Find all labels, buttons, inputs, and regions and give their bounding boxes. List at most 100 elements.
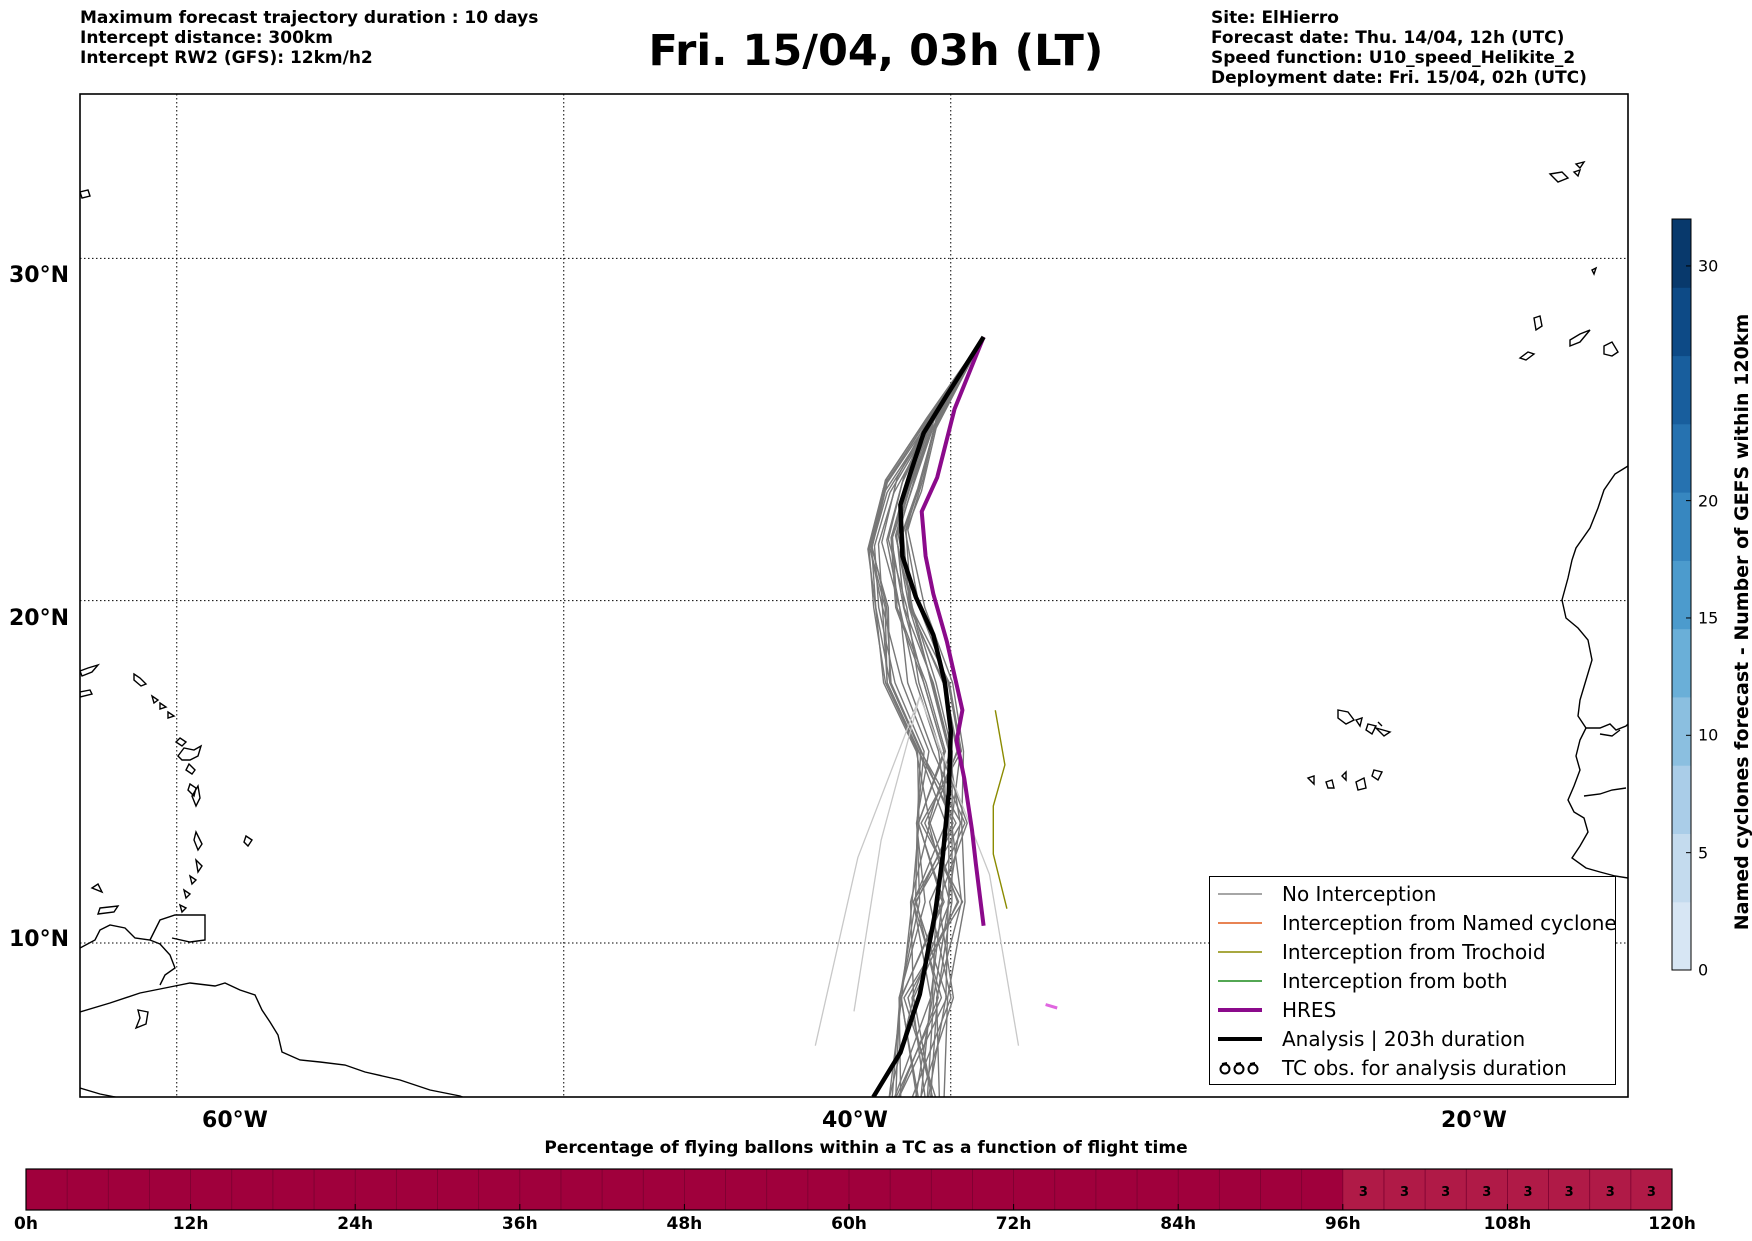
legend-item-analysis: Analysis | 203h duration [1218,1024,1525,1053]
colorbar-segment [1672,492,1691,561]
ensemble-trajectory [873,336,985,1097]
timebar-tick-label: 84h [1160,1214,1197,1234]
colorbar-segment [1672,287,1691,357]
map-frame [79,93,1629,1098]
timebar-tick-label: 60h [831,1214,867,1234]
timebar-tick-label: 72h [995,1214,1032,1234]
legend-label: TC obs. for analysis duration [1282,1055,1567,1080]
ensemble-trajectory [869,336,985,1097]
legend-swatch [1218,1007,1262,1012]
timebar-cell-label: 3 [1605,1185,1615,1200]
faint-trajectory [814,696,921,1046]
trochoid-trajectory [992,710,1008,909]
timebar-cell-label: 3 [1399,1185,1410,1200]
colorbar-tick-label: 30 [1698,256,1719,276]
legend-label: Interception from Named cyclone [1282,910,1617,935]
header-right: Site: ElHierro Forecast date: Thu. 14/04… [1211,8,1587,88]
colorbar-segment [1672,901,1691,971]
lat-label-20: 20°N [9,606,70,631]
colorbar-tick-label: 20 [1698,491,1719,511]
ensemble-trajectory [907,336,985,1097]
ensemble-trajectory [871,336,985,1097]
faint-trajectory [919,696,1020,1046]
timebar-cell-label: 3 [1358,1185,1368,1200]
hres-trajectory [919,336,986,927]
legend-item-named-cyclone: Interception from Named cyclone [1218,908,1617,937]
colorbar-segment [1672,833,1691,903]
header-right-line: Speed function: U10_speed_Helikite_2 [1211,48,1576,68]
ensemble-trajectory [867,336,985,1097]
timebar-tick-label: 12h [172,1214,209,1234]
ensemble-trajectory [868,336,985,1097]
legend-label: Interception from Trochoid [1282,939,1546,964]
timebar-cell-label: 3 [1441,1185,1451,1200]
legend-swatch [1218,1036,1262,1041]
timebar-cell-label: 3 [1482,1185,1492,1200]
legend-label: Interception from both [1282,968,1508,993]
legend-swatch [1218,921,1262,924]
colorbar-label: Named cyclones forecast - Number of GEFS… [1731,313,1752,931]
cyclone-symbol-icon [1219,1061,1259,1074]
legend-label: No Interception [1282,881,1437,906]
header-left-line: Intercept RW2 (GFS): 12km/h2 [80,48,373,68]
faint-trajectory [853,696,921,1012]
header-left-line: Intercept distance: 300km [80,28,333,48]
legend-item-no-interception: No Interception [1218,879,1436,908]
timebar-cell-label: 3 [1564,1185,1574,1200]
timebar-tick-label: 96h [1324,1214,1361,1234]
colorbar-tick-label: 5 [1698,843,1709,863]
ensemble-trajectory [877,336,985,1097]
legend-item-both: Interception from both [1218,966,1508,995]
colorbar-segment [1672,560,1691,630]
lat-label-30: 30°N [9,263,70,288]
ensemble-trajectory [870,336,985,1097]
timebar-cell-label: 3 [1646,1185,1656,1200]
timebar-tick-label: 120h [1648,1214,1696,1234]
colorbar-segment [1672,696,1691,766]
header-left: Maximum forecast trajectory duration : 1… [80,8,538,68]
colorbar-frame [1671,218,1692,971]
map-graticule [80,94,1628,1097]
legend-item-trochoid: Interception from Trochoid [1218,937,1546,966]
colorbar-segment [1672,765,1691,834]
header-right-line: Deployment date: Fri. 15/04, 02h (UTC) [1211,68,1587,88]
ensemble-trajectory [894,336,985,1097]
timebar [25,1168,1673,1211]
lon-label-40w: 40°W [822,1108,888,1133]
legend-swatch [1218,979,1262,982]
lon-label-20w: 20°W [1441,1108,1507,1133]
colorbar-tick-label: 10 [1698,725,1719,745]
colorbar-segment [1672,219,1691,288]
legend-label: Analysis | 203h duration [1282,1026,1526,1051]
colorbar-segment [1672,423,1691,493]
lat-label-10: 10°N [9,927,70,952]
trajectory-lines [814,335,1058,1097]
legend-item-tc-obs: TC obs. for analysis duration [1218,1053,1567,1082]
page-title: Fri. 15/04, 03h (LT) [648,26,1104,76]
ensemble-trajectory [895,336,985,1097]
timebar-cell-label: 3 [1523,1185,1533,1200]
colorbar-segment [1672,355,1691,425]
lon-label-60w: 60°W [202,1108,268,1133]
timebar-tick-label: 108h [1483,1214,1532,1234]
analysis-trajectory [871,335,986,1097]
colorbar-segment [1672,628,1691,698]
legend-swatch [1218,950,1262,953]
legend: No Interception Interception from Named … [1209,876,1617,1085]
timebar-tick-label: 24h [337,1214,374,1234]
header-right-line: Forecast date: Thu. 14/04, 12h (UTC) [1211,28,1565,48]
pink-trajectory [1045,1003,1058,1010]
ensemble-trajectory [890,336,985,1097]
colorbar-tick-label: 15 [1698,608,1719,628]
timebar-tick-label: 0h [14,1214,38,1234]
legend-label: HRES [1282,997,1337,1022]
timebar-tick-label: 36h [501,1214,538,1234]
timebar-title: Percentage of flying ballons within a TC… [544,1138,1188,1158]
colorbar-tick-label: 0 [1698,960,1709,980]
header-left-line: Maximum forecast trajectory duration : 1… [80,8,539,28]
colorbar [1671,218,1692,971]
legend-swatch [1218,892,1262,895]
legend-item-hres: HRES [1218,995,1336,1024]
timebar-tick-label: 48h [666,1214,703,1234]
